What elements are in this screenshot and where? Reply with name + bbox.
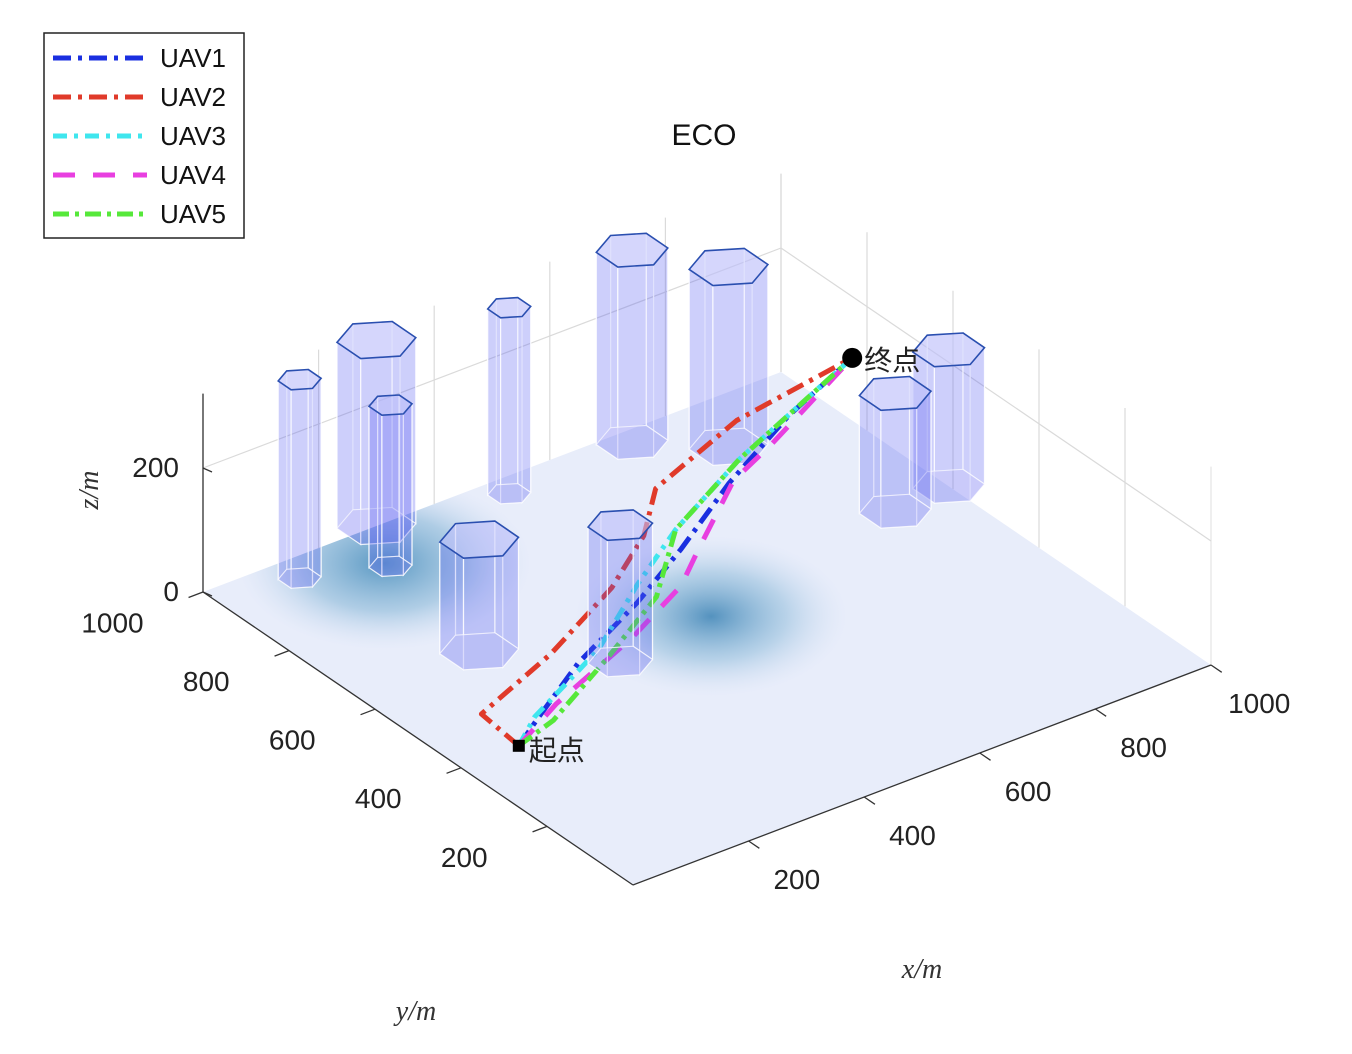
obstacle-face <box>398 393 413 567</box>
obstacle-prism <box>595 232 669 461</box>
legend-label: UAV4 <box>160 160 226 190</box>
obstacle-top <box>277 368 323 391</box>
z-tick-label: 0 <box>163 576 179 607</box>
chart-title: ECO <box>671 119 736 152</box>
y-tick-label: 200 <box>441 842 488 873</box>
y-tick-label: 400 <box>355 783 402 814</box>
obstacle-top <box>858 375 933 412</box>
z-tick-mark <box>202 591 213 597</box>
terrain-hill <box>574 535 848 697</box>
y-tick-mark <box>188 591 204 599</box>
obstacle-face <box>487 307 502 505</box>
obstacle-base <box>368 555 413 577</box>
y-tick-mark <box>274 649 290 657</box>
x-tick-label: 600 <box>1005 776 1052 807</box>
obstacle-base <box>858 493 932 529</box>
uav-path-uav4 <box>516 356 855 748</box>
uav-path-uav5 <box>517 356 854 748</box>
y-tick-mark <box>446 767 462 774</box>
legend-label: UAV2 <box>160 82 226 112</box>
y-tick-label: 1000 <box>81 607 143 638</box>
start-marker <box>512 739 525 752</box>
axes: 200 400 600 800 1000 200 400 600 800 1000 0 200 <box>81 393 1290 895</box>
y-tick-label: 600 <box>269 725 316 756</box>
x-tick-label: 1000 <box>1228 688 1290 719</box>
obstacle-prism <box>277 368 323 590</box>
z-tick-mark <box>202 467 213 473</box>
y-axis-line <box>202 591 634 886</box>
obstacle-top <box>911 332 986 368</box>
legend: UAV1 UAV2 UAV3 UAV4 UAV5 <box>43 32 245 239</box>
start-label: 起点 <box>529 734 585 767</box>
obstacle-base <box>336 506 417 546</box>
x-tick-mark <box>979 752 991 761</box>
uav-paths <box>478 355 855 748</box>
x-tick-mark <box>863 796 876 805</box>
obstacle-top <box>335 320 417 360</box>
obstacles-front <box>438 508 654 678</box>
y-axis-label: y/m <box>393 996 436 1027</box>
z-tick-label: 200 <box>132 452 179 483</box>
obstacle-top <box>688 247 770 287</box>
obstacle-base <box>587 645 654 678</box>
obstacle-prism <box>367 393 414 578</box>
obstacle-face <box>277 379 292 590</box>
z-axis-label: z/m <box>74 471 105 511</box>
obstacle-prism <box>486 296 532 505</box>
obstacle-top <box>586 509 654 542</box>
x-tick-mark <box>748 840 760 849</box>
legend-label: UAV3 <box>160 121 226 151</box>
obstacle-base <box>595 424 669 460</box>
y-tick-mark <box>360 708 376 716</box>
obstacle-prism <box>688 247 770 467</box>
legend-label: UAV1 <box>160 43 226 73</box>
grid-line <box>202 247 782 469</box>
obstacle-base <box>439 632 520 671</box>
obstacle-top <box>486 296 532 319</box>
y-tick-mark <box>532 825 548 833</box>
x-axis-line <box>632 664 1212 886</box>
y-tick-label: 800 <box>183 666 230 697</box>
terrain-surface <box>203 372 1211 885</box>
obstacles-back <box>277 232 986 590</box>
x-axis-label: x/m <box>901 954 942 985</box>
obstacle-face <box>368 405 383 578</box>
obstacle-base <box>688 427 769 466</box>
x-tick-label: 800 <box>1120 732 1167 763</box>
legend-label: UAV5 <box>160 199 226 229</box>
obstacle-base <box>277 567 322 589</box>
obstacle-prism <box>438 519 520 671</box>
uav-path-uav2 <box>478 355 854 748</box>
x-tick-label: 400 <box>889 820 936 851</box>
end-label: 终点 <box>864 344 920 377</box>
markers: 起点 终点 <box>512 344 920 767</box>
end-marker <box>842 347 863 368</box>
obstacle-face <box>307 368 322 578</box>
obstacle-prism <box>911 331 986 505</box>
obstacle-top <box>367 394 414 417</box>
obstacle-face <box>517 296 532 494</box>
x-tick-mark <box>1095 708 1107 717</box>
obstacle-prism <box>586 508 654 678</box>
x-tick-label: 200 <box>773 864 820 895</box>
obstacle-prism <box>858 375 933 530</box>
obstacle-base <box>486 483 532 505</box>
grid-line <box>780 247 1212 542</box>
obstacle-top <box>438 520 520 560</box>
x-tick-mark <box>1210 664 1223 673</box>
obstacle-top <box>595 232 669 268</box>
uav-path-uav3 <box>516 356 854 748</box>
